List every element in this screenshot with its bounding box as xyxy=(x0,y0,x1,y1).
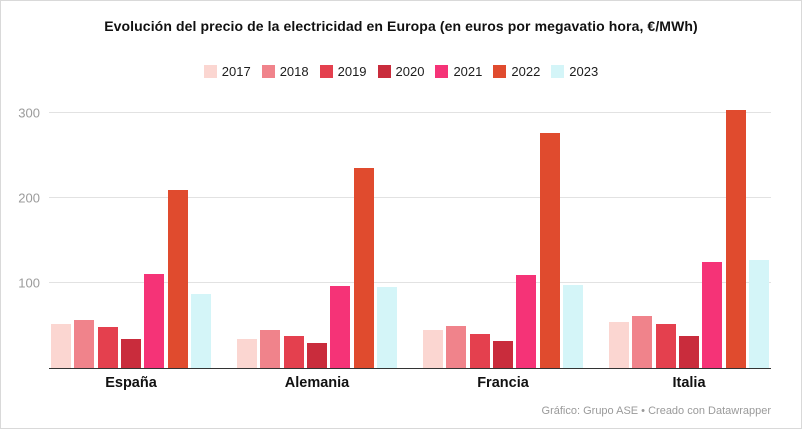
category-label-alemania: Alemania xyxy=(284,375,350,391)
legend-item-2018: 2018 xyxy=(261,64,309,79)
bar-alemania-2021 xyxy=(330,285,351,368)
y-tick-label-200: 200 xyxy=(18,190,40,206)
bar-group-alemania: Alemania xyxy=(237,114,397,391)
bar-italia-2021 xyxy=(702,261,723,368)
bar-italia-2023 xyxy=(748,260,769,368)
bar-alemania-2018 xyxy=(260,329,281,368)
bar-españa-2019 xyxy=(97,327,118,368)
legend-label-2021: 2021 xyxy=(453,64,483,79)
bar-groups: España Alemania Francia Italia xyxy=(51,110,769,391)
legend-swatch-2018 xyxy=(261,65,275,78)
legend-label-2023: 2023 xyxy=(569,64,599,79)
bar-alemania-2020 xyxy=(306,342,327,368)
category-label-francia: Francia xyxy=(477,375,529,391)
legend-label-2020: 2020 xyxy=(395,64,425,79)
bar-group-italia: Italia xyxy=(609,110,769,391)
bar-francia-2021 xyxy=(516,275,537,368)
bar-italia-2017 xyxy=(609,322,629,368)
legend: 2017 2018 2019 2020 2021 2022 2023 xyxy=(1,64,801,79)
legend-label-2022: 2022 xyxy=(511,64,541,79)
category-label-italia: Italia xyxy=(672,375,706,391)
bar-alemania-2019 xyxy=(283,335,304,368)
gridline-100 xyxy=(49,282,771,283)
legend-label-2019: 2019 xyxy=(337,64,367,79)
bar-group-francia: Francia xyxy=(423,114,583,391)
plot-area: 100 200 300 España Alemania Francia Italia xyxy=(18,106,771,391)
legend-swatch-2022 xyxy=(493,65,507,78)
attribution-text: Gráfico: Grupo ASE • Creado con Datawrap… xyxy=(541,405,771,417)
legend-swatch-2023 xyxy=(551,65,565,78)
gridline-300 xyxy=(49,112,771,113)
bar-españa-2018 xyxy=(74,319,95,368)
y-tick-label-300: 300 xyxy=(18,105,40,121)
bar-francia-2020 xyxy=(492,340,513,368)
bar-francia-2022 xyxy=(539,133,560,368)
legend-item-2022: 2022 xyxy=(493,64,540,79)
bar-group-españa: España xyxy=(51,114,211,391)
bar-italia-2020 xyxy=(678,335,699,368)
legend-item-2021: 2021 xyxy=(435,64,482,79)
bar-españa-2020 xyxy=(120,339,141,368)
bar-francia-2017 xyxy=(423,329,443,368)
gridline-200 xyxy=(49,197,771,198)
y-tick-label-100: 100 xyxy=(18,275,40,291)
bar-italia-2019 xyxy=(655,323,676,368)
bar-alemania-2023 xyxy=(376,287,397,368)
legend-swatch-2017 xyxy=(203,65,217,78)
category-label-españa: España xyxy=(105,375,157,391)
bar-italia-2018 xyxy=(632,316,653,368)
bar-francia-2023 xyxy=(562,284,583,368)
bar-italia-2022 xyxy=(725,110,746,368)
bar-españa-2022 xyxy=(167,189,188,368)
legend-item-2019: 2019 xyxy=(319,64,367,79)
legend-swatch-2021 xyxy=(435,65,449,78)
legend-item-2023: 2023 xyxy=(551,64,598,79)
legend-swatch-2020 xyxy=(377,65,391,78)
legend-label-2018: 2018 xyxy=(279,64,309,79)
chart-title: Evolución del precio de la electricidad … xyxy=(104,18,698,34)
bar-españa-2021 xyxy=(144,273,165,368)
legend-swatch-2019 xyxy=(319,65,333,78)
legend-item-2017: 2017 xyxy=(203,64,251,79)
bar-españa-2023 xyxy=(190,294,211,368)
legend-label-2017: 2017 xyxy=(221,64,251,79)
bar-españa-2017 xyxy=(51,323,71,368)
bar-francia-2018 xyxy=(446,325,467,368)
legend-item-2020: 2020 xyxy=(377,64,425,79)
bar-alemania-2022 xyxy=(353,168,374,368)
bar-alemania-2017 xyxy=(237,339,257,368)
bar-francia-2019 xyxy=(469,334,490,368)
